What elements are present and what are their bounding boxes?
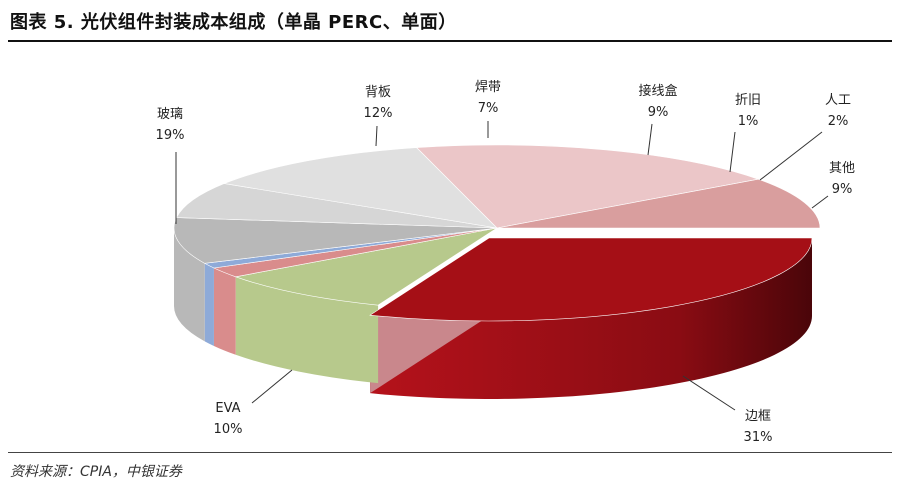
category-label-边框: 边框 <box>745 409 771 424</box>
category-label-接线盒: 接线盒 <box>638 83 677 99</box>
value-label-其他: 9% <box>832 182 853 197</box>
leader-line-EVA <box>251 369 293 404</box>
value-label-折旧: 1% <box>738 114 759 129</box>
leader-line-其他 <box>811 195 829 209</box>
category-label-人工: 人工 <box>825 93 851 108</box>
pie-slice-EVA <box>496 178 821 229</box>
value-label-人工: 2% <box>828 114 849 129</box>
pie-slice-背板 <box>223 147 498 229</box>
source-note: 资料来源：CPIA，中银证券 <box>10 464 182 480</box>
leader-line-接线盒 <box>647 123 653 156</box>
pie-slice-焊带 <box>176 183 498 229</box>
leader-line-折旧 <box>729 131 736 173</box>
footer-divider <box>8 452 892 453</box>
leader-line-边框 <box>682 375 736 411</box>
pie-side-人工 <box>213 267 236 355</box>
pie-side-边框 <box>370 238 812 399</box>
value-label-焊带: 7% <box>478 101 499 116</box>
value-label-边框: 31% <box>744 430 773 445</box>
chart-title: 图表 5. 光伏组件封装成本组成（单晶 PERC、单面） <box>10 12 457 33</box>
pie-side-折旧 <box>204 263 214 346</box>
value-label-接线盒: 9% <box>648 105 669 120</box>
category-label-折旧: 折旧 <box>735 93 761 108</box>
category-label-焊带: 焊带 <box>475 79 501 95</box>
value-label-EVA: 10% <box>214 422 243 437</box>
pie-slice-边框 <box>369 237 813 322</box>
leader-line-人工 <box>759 131 823 181</box>
pie-slice-接线盒 <box>173 217 498 264</box>
leader-line-背板 <box>375 125 378 147</box>
value-label-玻璃: 19% <box>156 128 185 143</box>
value-label-背板: 12% <box>364 106 393 121</box>
category-label-背板: 背板 <box>365 85 391 100</box>
pie-slice-其他 <box>234 227 498 306</box>
category-label-EVA: EVA <box>215 401 240 416</box>
category-label-玻璃: 玻璃 <box>157 107 183 122</box>
title-divider <box>8 40 892 42</box>
category-label-其他: 其他 <box>829 161 855 176</box>
pie-side-其他 <box>235 276 379 384</box>
pie-side-接线盒 <box>174 228 205 342</box>
